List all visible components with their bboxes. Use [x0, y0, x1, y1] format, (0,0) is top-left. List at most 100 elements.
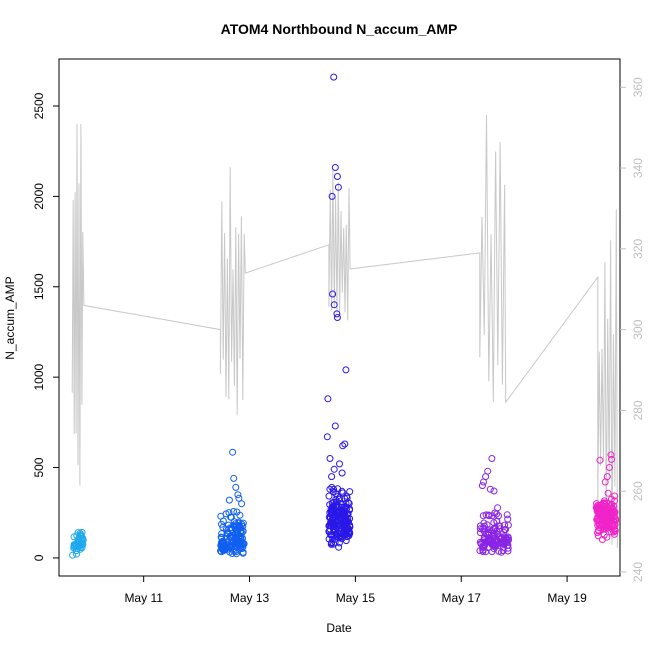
scatter-point	[611, 492, 619, 500]
scatter-point	[484, 511, 492, 519]
scatter-point	[233, 550, 240, 558]
scatter-point	[239, 549, 247, 557]
scatter-point	[340, 519, 348, 527]
scatter-point	[218, 534, 226, 542]
scatter-point	[599, 525, 607, 533]
scatter-point	[328, 483, 336, 491]
y-tick-label: 2000	[32, 183, 46, 210]
scatter-point	[330, 301, 338, 309]
scatter-point	[504, 547, 512, 555]
scatter-point	[605, 464, 613, 471]
scatter-point	[222, 510, 230, 518]
scatter-point	[598, 536, 606, 543]
scatter-point	[503, 511, 511, 519]
scatter-point	[488, 512, 496, 520]
scatter-point	[342, 366, 350, 374]
scatter-point	[610, 507, 618, 515]
scatter-point	[218, 530, 226, 538]
scatter-point	[226, 524, 234, 532]
scatter-point	[504, 533, 512, 541]
scatter-point	[476, 529, 484, 537]
y-tick-label: 0	[32, 554, 46, 561]
scatter-point	[330, 485, 338, 493]
scatter-point	[328, 499, 336, 507]
chart-title: ATOM4 Northbound N_accum_AMP	[221, 21, 458, 37]
scatter-point	[239, 527, 247, 535]
scatter-point	[340, 507, 348, 515]
scatter-point	[492, 541, 500, 549]
x-tick-label: May 17	[442, 591, 482, 605]
scatter-point	[337, 525, 344, 533]
scatter-point	[326, 513, 334, 521]
scatter-points	[69, 73, 620, 559]
scatter-point	[235, 494, 243, 502]
scatter-point	[481, 525, 489, 533]
scatter-point	[238, 500, 246, 508]
scatter-point	[324, 395, 332, 403]
scatter-point	[482, 530, 490, 538]
y-tick-label: 1500	[32, 273, 46, 300]
scatter-point	[70, 543, 78, 551]
scatter-point	[479, 512, 487, 520]
scatter-point	[500, 528, 508, 536]
y2-tick-label: 240	[631, 562, 645, 582]
scatter-point	[225, 496, 233, 504]
scatter-point	[480, 478, 487, 486]
scatter-point	[486, 485, 494, 493]
right-y-axis: 240 260 280 300 320 340 360	[620, 77, 645, 582]
scatter-point	[330, 73, 338, 81]
scatter-point	[334, 183, 342, 191]
scatter-point	[343, 494, 351, 502]
scatter-point	[229, 448, 237, 456]
scatter-point	[608, 455, 615, 463]
scatter-point	[611, 497, 619, 505]
scatter-point	[479, 548, 487, 555]
scatter-point	[600, 506, 608, 513]
scatter-point	[235, 519, 243, 527]
scatter-point	[600, 510, 608, 518]
scatter-point	[232, 526, 240, 534]
scatter-point	[333, 314, 341, 321]
scatter-point	[601, 499, 608, 507]
scatter-point	[338, 469, 346, 477]
x-tick-label: May 19	[547, 591, 587, 605]
secondary-line-series	[71, 114, 618, 548]
scatter-point	[476, 525, 484, 533]
scatter-point	[78, 540, 86, 548]
y2-tick-label: 340	[631, 158, 645, 178]
scatter-point	[488, 455, 496, 462]
scatter-point	[323, 433, 331, 441]
scatter-point	[327, 531, 335, 539]
scatter-point	[338, 534, 346, 542]
scatter-point	[605, 523, 613, 531]
scatter-point	[69, 551, 77, 559]
plot-area-frame	[58, 58, 621, 577]
scatter-point	[488, 548, 496, 556]
scatter-point	[239, 519, 247, 527]
scatter-point	[490, 487, 498, 495]
scatter-point	[336, 532, 344, 540]
scatter-point	[219, 517, 227, 525]
scatter-point	[232, 483, 240, 491]
scatter-point	[341, 494, 349, 502]
scatter-point	[329, 290, 337, 298]
scatter-point	[477, 540, 485, 548]
scatter-point	[594, 532, 602, 540]
scatter-point	[233, 536, 241, 544]
y-tick-label: 1000	[32, 363, 46, 390]
scatter-point	[504, 515, 512, 523]
scatter-point	[339, 442, 347, 450]
scatter-point	[596, 456, 604, 464]
scatter-point	[345, 532, 353, 540]
x-axis-label: Date	[326, 621, 352, 635]
scatter-point	[330, 540, 338, 548]
scatter-point	[494, 504, 502, 512]
scatter-point	[346, 488, 354, 496]
scatter-point	[330, 465, 338, 473]
scatter-point	[331, 538, 339, 546]
scatter-point	[336, 460, 343, 468]
scatter-point	[335, 543, 343, 551]
x-axis: May 11 May 13 May 15 May 17 May 19	[124, 576, 587, 605]
scatter-point	[328, 532, 336, 539]
scatter-point	[607, 528, 615, 536]
